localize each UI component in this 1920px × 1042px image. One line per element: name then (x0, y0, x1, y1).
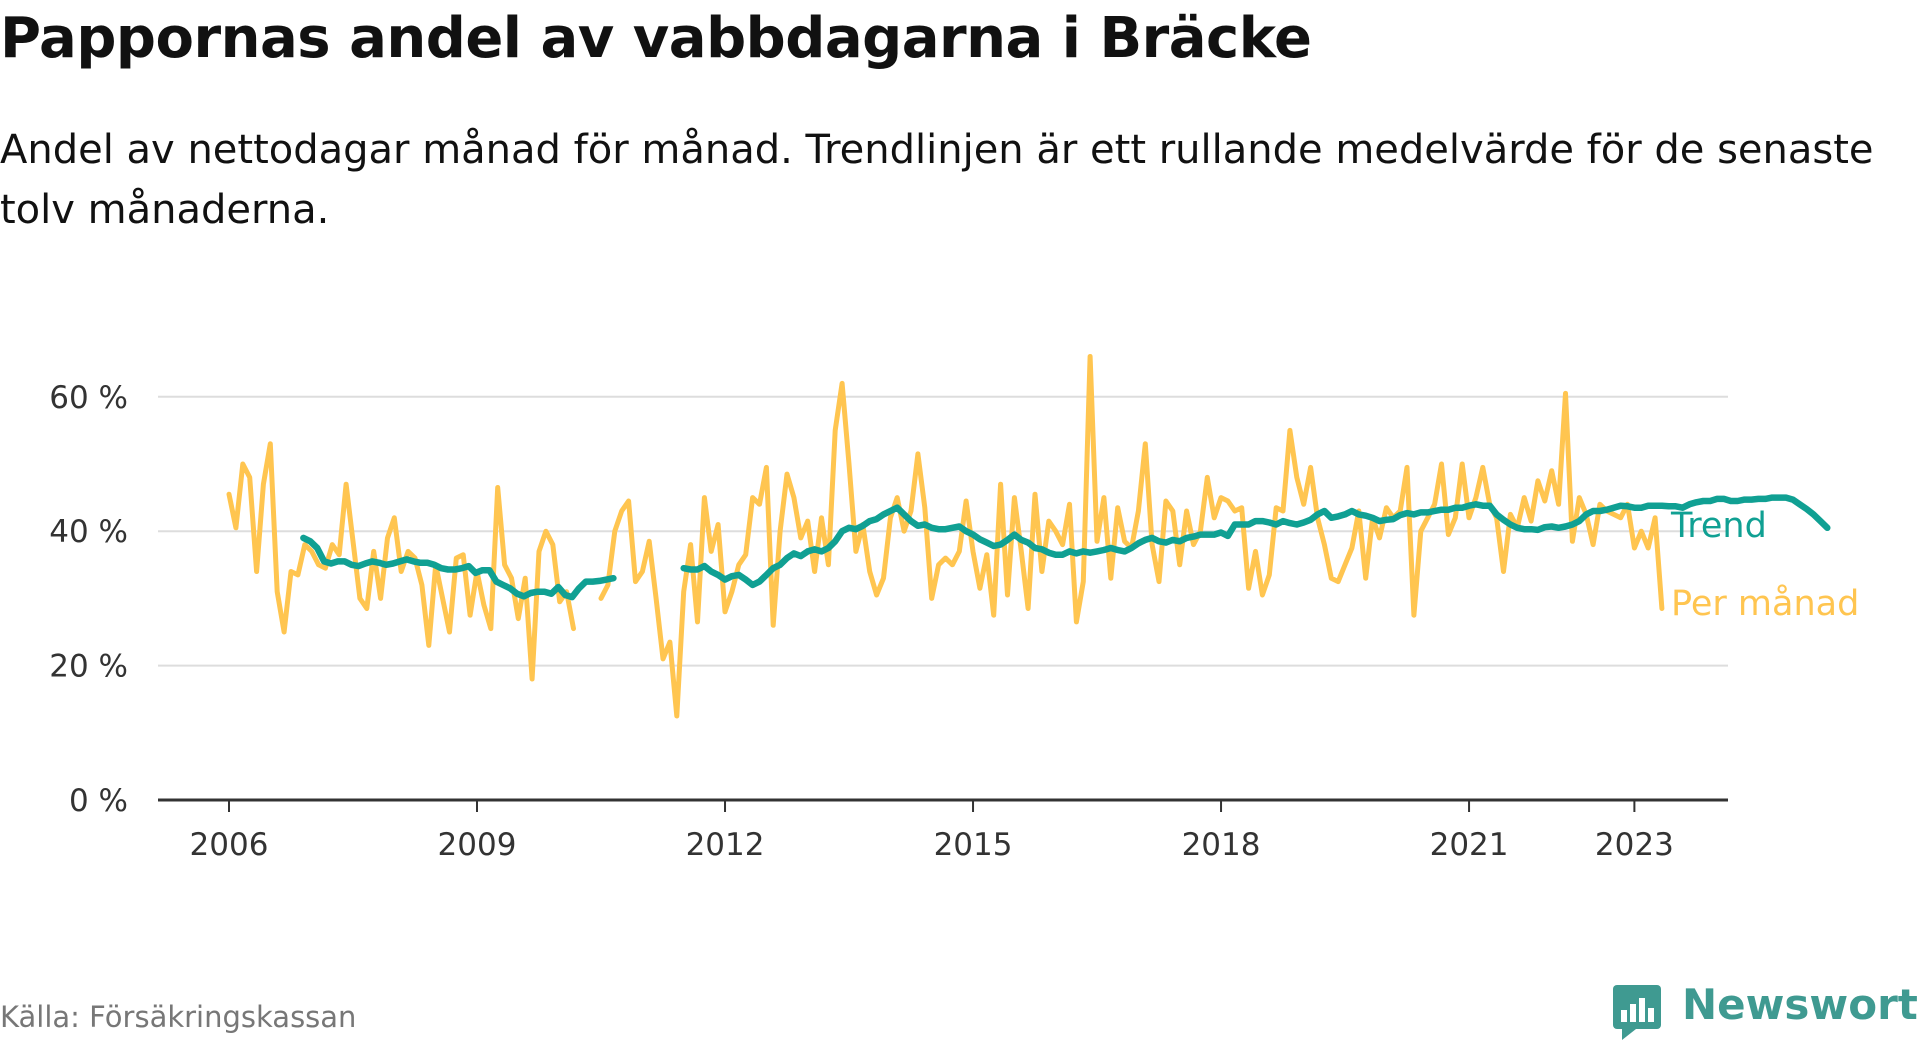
monthly-series-label: Per månad (1671, 583, 1859, 624)
chart-title: Pappornas andel av vabbdagarna i Bräcke (0, 6, 1312, 71)
y-axis-ticks: 0 % 20 % 40 % 60 % (49, 380, 128, 819)
chart-subtitle: Andel av nettodagar månad för månad. Tre… (0, 127, 1874, 233)
trend-series-label: Trend (1670, 506, 1767, 546)
y-tick-label: 20 % (49, 649, 128, 685)
x-tick-label: 2012 (686, 827, 765, 863)
x-axis-ticks: 2006 2009 2012 2015 2018 2021 2023 (158, 798, 1728, 863)
monthly-line-segment-2 (598, 354, 1665, 719)
y-tick-label: 0 % (69, 783, 128, 819)
brand-name: Newsworthy (1682, 980, 1920, 1029)
trend-line-segment-2 (680, 494, 1831, 589)
x-tick-label: 2006 (190, 827, 269, 863)
monthly-line-segment-1 (226, 441, 576, 682)
x-tick-label: 2018 (1182, 827, 1261, 863)
source-note: Källa: Försäkringskassan (0, 1000, 357, 1034)
x-tick-label: 2023 (1595, 827, 1674, 863)
newsworthy-logo-icon (1613, 985, 1661, 1040)
trend-line-segment-1 (300, 534, 617, 601)
series-lines (226, 354, 1831, 719)
y-tick-label: 40 % (49, 514, 128, 550)
line-chart: 0 % 20 % 40 % 60 % 2006 2009 2012 2015 2018 2021… (49, 354, 1859, 863)
x-tick-label: 2015 (934, 827, 1013, 863)
x-tick-label: 2021 (1430, 827, 1509, 863)
y-tick-label: 60 % (49, 380, 128, 416)
x-tick-label: 2009 (438, 827, 517, 863)
